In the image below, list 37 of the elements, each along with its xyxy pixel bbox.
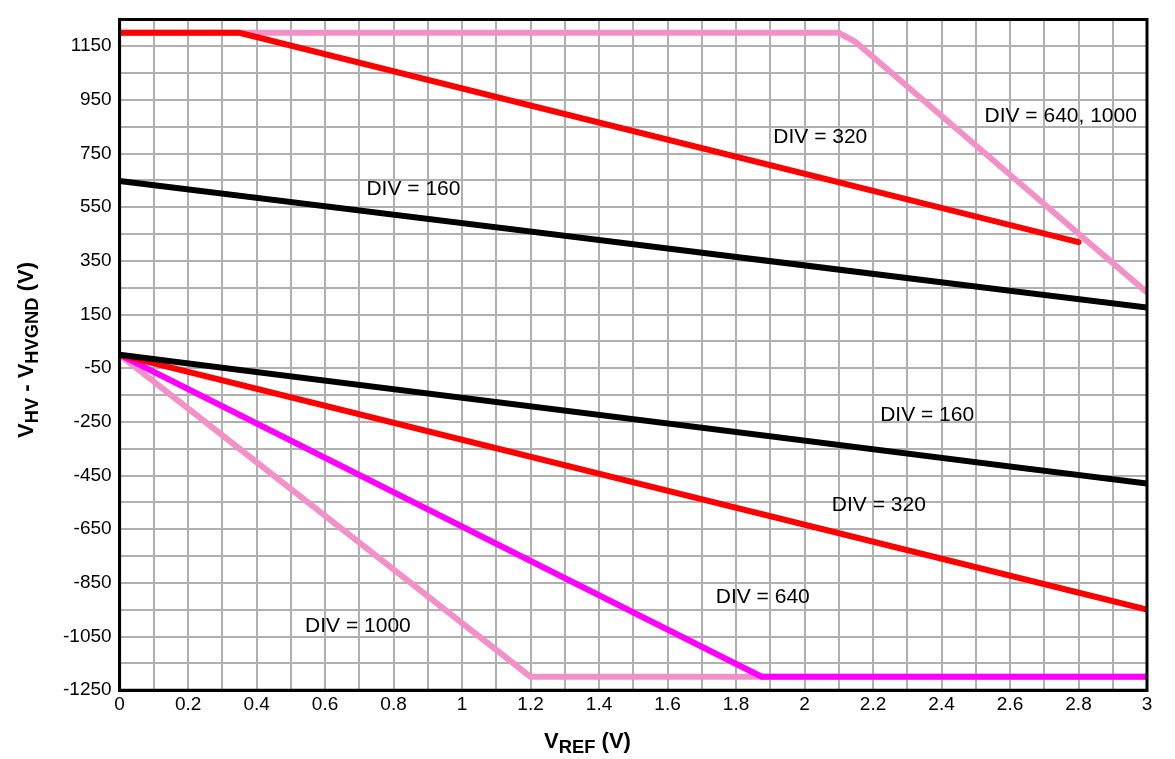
x-axis-title: V$_{REF}$ (V) [543,728,632,759]
x-tick-label: 3 [1141,692,1153,714]
x-tick-label: 0.4 [243,692,271,714]
y-tick-label: 750 [79,141,112,163]
series-label: DIV = 160 [366,175,461,199]
y-tick-label: 350 [79,249,112,271]
x-tick-label: 0 [114,692,125,714]
y-tick-label: -1050 [62,624,112,646]
y-tick-label: -1250 [62,678,112,700]
y-tick-label: 150 [79,302,112,324]
y-tick-label: 1150 [70,34,112,56]
x-tick-label: 0.8 [380,692,407,714]
x-tick-label: 2 [799,692,810,714]
series-label: DIV = 160 [880,401,975,425]
series-label: DIV = 320 [831,491,926,515]
y-tick-label: -650 [73,517,112,539]
y-tick-label: 950 [79,88,112,110]
x-tick-label: 2.8 [1065,692,1092,714]
x-tick-label: 1.8 [722,692,750,714]
y-tick-label: -250 [73,410,112,432]
x-tick-label: 1.2 [517,692,544,714]
x-tick-label: 1.6 [654,692,681,714]
series-label: DIV = 640 [715,584,810,608]
y-tick-label: -50 [84,356,112,378]
series-label: DIV = 640, 1000 [984,103,1137,127]
x-tick-label: 0.6 [311,692,339,714]
x-tick-label: 0.2 [174,692,202,714]
y-tick-label: 550 [79,195,112,217]
series-label: DIV = 320 [773,123,868,147]
x-tick-label: 2.6 [996,692,1024,714]
y-tick-label: -850 [73,571,112,593]
y-tick-label: -450 [73,463,112,485]
x-tick-label: 1 [456,692,468,714]
x-tick-label: 1.4 [585,692,613,714]
x-tick-label: 2.4 [928,692,956,714]
series-label: DIV = 1000 [305,613,411,637]
x-tick-label: 2.2 [859,692,887,714]
